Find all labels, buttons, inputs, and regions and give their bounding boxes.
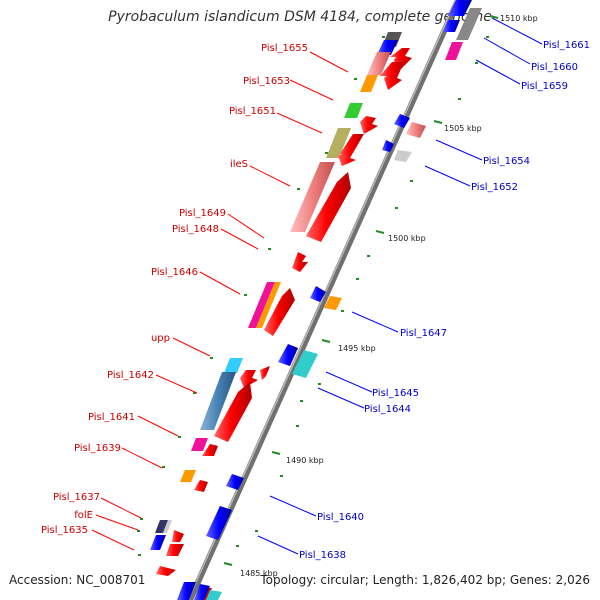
gene-pisl-1653-orange — [360, 75, 378, 92]
gene-label-pisl-1635: Pisl_1635 — [41, 525, 88, 536]
gene-iles-arrow — [306, 172, 351, 242]
accession-text: Accession: NC_008701 — [9, 573, 146, 587]
tick-label-1485: 1485 kbp — [240, 569, 278, 578]
gene-label-upp: upp — [151, 333, 170, 344]
gene-pisl-1654-blue — [394, 114, 410, 128]
gene-pisl-1660-grey — [456, 8, 482, 40]
gene-pisl-1637-navy — [155, 520, 168, 533]
tick-1500-dash — [375, 230, 385, 234]
gene-label-pisl-1638: Pisl_1638 — [299, 550, 346, 561]
right-leaders — [257, 17, 543, 555]
gene-red-small-a — [260, 366, 270, 380]
gene-pisl-1641-arrow — [202, 444, 218, 456]
gene-label-pisl-1645: Pisl_1645 — [372, 388, 419, 399]
gene-pisl-1640-blue — [226, 474, 244, 490]
tick-label-1500: 1500 kbp — [388, 234, 426, 243]
gene-pisl-1651-green — [344, 103, 363, 118]
tick-1505-dash — [433, 120, 443, 124]
gene-pisl-1655-blue — [377, 40, 398, 55]
gene-label-pisl-1652: Pisl_1652 — [471, 182, 518, 193]
gene-bottom-right-cyan — [206, 590, 222, 600]
gene-pisl-1655-arrow — [390, 48, 412, 72]
gene-pisl-1647-orange — [324, 296, 342, 310]
gene-label-pisl-1654: Pisl_1654 — [483, 156, 530, 167]
gene-pisl-1654-pink — [406, 122, 426, 138]
gene-pisl-1639-orange — [180, 470, 196, 482]
gene-pisl-1661-blue — [448, 0, 472, 16]
gene-pisl-1661-small — [443, 20, 460, 32]
gene-pisl-1646-magenta — [248, 282, 275, 328]
gene-pisl-1648-arrow — [292, 252, 308, 272]
tick-labels: 1510 kbp 1505 kbp 1500 kbp 1495 kbp 1490… — [240, 14, 538, 578]
tick-1495-dash — [321, 339, 331, 343]
gene-label-pisl-1649: Pisl_1649 — [179, 208, 226, 219]
left-gene-labels: Pisl_1655 Pisl_1653 Pisl_1651 ileS Pisl_… — [41, 43, 308, 536]
gene-pisl-1659-magenta — [445, 42, 463, 60]
gene-pisl-1655-pink — [367, 52, 391, 75]
gene-label-pisl-1639: Pisl_1639 — [74, 443, 121, 454]
gene-fole-blue — [150, 535, 166, 550]
gene-pisl-1644-cyan — [292, 350, 318, 378]
gene-upp-cyan — [224, 358, 243, 373]
gene-label-pisl-1655: Pisl_1655 — [261, 43, 308, 54]
genome-backbone — [187, 0, 461, 600]
gene-label-pisl-1642: Pisl_1642 — [107, 370, 154, 381]
gene-bottom-blue — [177, 582, 196, 600]
left-leaders — [91, 51, 349, 551]
gene-label-pisl-1653: Pisl_1653 — [243, 76, 290, 87]
gene-pisl-1635-tip — [156, 566, 176, 576]
gene-label-pisl-1660: Pisl_1660 — [531, 62, 578, 73]
gene-pisl-1635-arrow — [166, 544, 184, 556]
gene-label-pisl-1637: Pisl_1637 — [53, 492, 100, 503]
gene-pisl-1642-arrow — [214, 382, 252, 442]
gene-label-iles: ileS — [230, 159, 248, 170]
gene-label-pisl-1661: Pisl_1661 — [543, 40, 590, 51]
tick-label-1495: 1495 kbp — [338, 344, 376, 353]
gene-pisl-1645-blue — [278, 344, 298, 366]
tick-label-1490: 1490 kbp — [286, 456, 324, 465]
tick-1485-dash — [223, 562, 233, 566]
tick-dots — [137, 36, 489, 556]
gene-pisl-1653-arrow — [380, 62, 404, 90]
gene-olive-arrow — [338, 134, 364, 166]
gene-pisl-1641-magenta — [191, 438, 208, 451]
gene-label-pisl-1646: Pisl_1646 — [151, 267, 198, 278]
tick-1510-dash — [489, 15, 499, 19]
right-gene-labels: Pisl_1661 Pisl_1660 Pisl_1659 Pisl_1654 … — [299, 40, 590, 561]
gene-olive — [326, 128, 351, 158]
reverse-genes — [194, 0, 482, 600]
gene-label-fole: folE — [74, 510, 93, 521]
gene-label-pisl-1640: Pisl_1640 — [317, 512, 364, 523]
gene-pisl-1646-orange — [256, 282, 281, 328]
gene-label-pisl-1644: Pisl_1644 — [364, 404, 411, 415]
genome-title: Pyrobaculum islandicum DSM 4184, complet… — [108, 9, 492, 25]
gene-pisl-1651-arrow — [360, 116, 378, 134]
gene-upp-arrow — [240, 370, 258, 388]
tick-label-1510: 1510 kbp — [500, 14, 538, 23]
gene-pisl-1652-silver — [394, 150, 412, 162]
forward-genes — [150, 32, 412, 600]
gene-pisl-1646-arrow — [264, 288, 295, 336]
gene-pisl-1642-steel — [200, 372, 236, 430]
gene-label-pisl-1641: Pisl_1641 — [88, 412, 135, 423]
gene-pisl-1639-arrow — [194, 480, 208, 492]
gene-pisl-1637-grey — [163, 520, 172, 533]
gene-pisl-1647-blue — [310, 286, 326, 302]
gene-pisl-1652-blue — [382, 140, 394, 152]
gene-label-pisl-1651: Pisl_1651 — [229, 106, 276, 117]
gene-label-pisl-1659: Pisl_1659 — [521, 81, 568, 92]
gene-fole-arrow — [172, 530, 184, 542]
tick-1490-dash — [271, 451, 281, 455]
gene-pisl-1638-blue — [206, 506, 232, 540]
topology-text: Topology: circular; Length: 1,826,402 bp… — [260, 573, 590, 587]
genome-backbone-highlight — [187, 0, 457, 600]
gene-label-pisl-1648: Pisl_1648 — [172, 224, 219, 235]
gene-bottom-right-blue — [194, 584, 210, 600]
tick-dashes — [223, 15, 499, 566]
gene-label-pisl-1647: Pisl_1647 — [400, 328, 447, 339]
tick-label-1505: 1505 kbp — [444, 124, 482, 133]
gene-iles-pink — [290, 162, 335, 232]
